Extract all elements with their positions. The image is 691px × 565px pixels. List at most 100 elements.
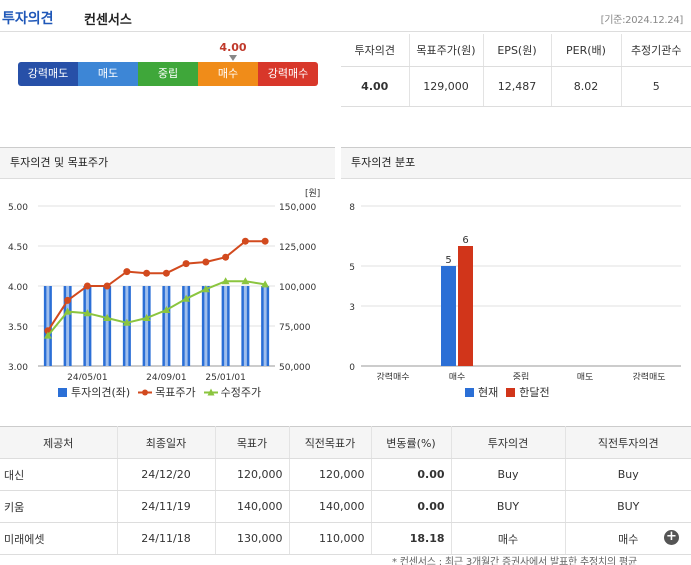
target-price-point — [202, 258, 210, 266]
y-axis-tick: 8 — [349, 203, 355, 213]
legend-swatch-current-icon — [465, 387, 474, 397]
y-axis-tick: 5 — [349, 263, 355, 273]
broker-prev-opinion: Buy — [565, 458, 691, 491]
opinion-scale-bar: 강력매도 매도 중립 매수 강력매수 — [18, 62, 318, 86]
opinion-bar-highlight — [66, 286, 70, 366]
broker-prev-target: 140,000 — [289, 490, 372, 523]
adjusted-price-point — [221, 277, 230, 285]
opinion-bar-highlight — [105, 286, 109, 366]
bar-value-label: 6 — [462, 235, 468, 246]
x-axis-tick: 25/01/01 — [205, 373, 245, 380]
left-axis-tick: 3.00 — [8, 363, 28, 373]
x-axis-tick: 중립 — [513, 372, 530, 380]
target-price-line — [47, 240, 266, 332]
legend-item-month-ago: 한달전 — [506, 384, 550, 400]
x-axis-tick: 강력매도 — [632, 371, 665, 380]
legend-item-adjusted: 수정주가 — [203, 384, 262, 400]
opinion-seg-hold: 중립 — [138, 62, 198, 86]
left-axis-tick: 3.50 — [8, 323, 28, 333]
table-header: 투자의견 — [451, 426, 566, 459]
opinion-bar-highlight — [46, 286, 50, 366]
adjusted-price-point — [182, 294, 191, 302]
broker-name: 키움 — [0, 490, 118, 523]
broker-opinion: BUY — [451, 490, 566, 523]
right-axis-tick: 75,000 — [279, 323, 311, 333]
broker-prev-target: 120,000 — [289, 458, 372, 491]
consensus-summary-table: 투자의견 목표주가(원) EPS(원) PER(배) 추정기관수 4.00 12… — [341, 34, 691, 107]
legend-swatch-triangle-icon — [203, 388, 218, 395]
legend-label: 수정주가 — [220, 386, 262, 399]
opinion-bar-highlight — [243, 286, 247, 366]
bar-value-label: 5 — [445, 255, 451, 266]
score-arrow-icon — [229, 55, 237, 61]
adjusted-price-point — [241, 277, 250, 285]
left-axis-tick: 5.00 — [8, 203, 28, 213]
opinion-bar-highlight — [263, 286, 267, 366]
panel-title-distribution: 투자의견 분포 — [341, 147, 691, 179]
summary-target-price: 129,000 — [409, 66, 484, 107]
legend-label: 목표주가 — [155, 386, 196, 399]
summary-opinion-value: 4.00 — [341, 66, 410, 107]
opinion-score: 4.00 — [219, 41, 247, 54]
table-row: 미래에셋 24/11/18 130,000 110,000 18.18 매수 매… — [0, 522, 691, 555]
broker-prev-opinion: BUY — [565, 490, 691, 523]
more-plus-button[interactable]: + — [664, 530, 679, 545]
right-axis-tick: 50,000 — [279, 363, 311, 373]
broker-change-rate: 0.00 — [371, 458, 452, 491]
opinion-seg-buy: 매수 — [198, 62, 258, 86]
x-axis-tick: 강력매수 — [376, 371, 409, 380]
consensus-footnote: * 컨센서스 : 최근 3개월간 증권사에서 발표한 추정치의 평균 — [392, 557, 637, 565]
broker-opinion: 매수 — [451, 522, 566, 555]
target-price-point — [261, 237, 269, 245]
page-subtitle: 컨센서스 — [84, 13, 132, 28]
broker-name: 대신 — [0, 458, 118, 491]
x-axis-tick: 24/09/01 — [146, 373, 186, 380]
opinion-bar-highlight — [164, 286, 168, 366]
broker-target: 140,000 — [215, 490, 290, 523]
opinion-seg-sell: 매도 — [78, 62, 138, 86]
broker-target: 130,000 — [215, 522, 290, 555]
broker-date: 24/11/19 — [117, 490, 216, 523]
x-axis-tick: 24/05/01 — [67, 373, 107, 380]
right-axis-unit: [원] — [305, 188, 320, 199]
legend-swatch-month-ago-icon — [506, 387, 516, 397]
page-title: 투자의견 — [2, 11, 54, 27]
legend-swatch-line-icon — [138, 389, 153, 395]
distribution-bar — [458, 246, 473, 366]
adjusted-price-point — [142, 314, 151, 321]
opinion-target-chart: 5.00 4.50 4.00 3.50 3.00 150,000 125,000 100,00… — [8, 188, 320, 380]
opinion-bar-highlight — [145, 286, 149, 366]
legend-label: 투자의견(좌) — [71, 386, 131, 399]
legend-item-target: 목표주가 — [138, 384, 196, 400]
summary-institution-count: 5 — [621, 66, 691, 107]
summary-eps: 12,487 — [483, 66, 552, 107]
summary-header: 투자의견 — [341, 34, 410, 67]
broker-prev-target: 110,000 — [289, 522, 372, 555]
table-header: 직전목표가 — [289, 426, 372, 459]
adjusted-price-point — [63, 307, 72, 315]
target-price-point — [83, 282, 91, 290]
opinion-bar-highlight — [204, 286, 208, 366]
broker-change-rate: 0.00 — [371, 490, 452, 523]
opinion-bar-highlight — [125, 286, 129, 366]
y-axis-tick: 3 — [349, 303, 355, 313]
broker-name: 미래에셋 — [0, 522, 118, 555]
adjusted-price-point — [83, 309, 92, 317]
target-price-point — [123, 268, 131, 276]
panel-title-opinion-target: 투자의견 및 목표주가 — [0, 147, 335, 179]
distribution-bar — [441, 266, 456, 366]
opinion-bar-highlight — [184, 286, 188, 366]
opinion-seg-strong-sell: 강력매도 — [18, 62, 78, 86]
broker-estimates-table: 제공처 최종일자 목표가 직전목표가 변동률(%) 투자의견 직전투자의견 대신… — [0, 426, 691, 555]
left-axis-tick: 4.00 — [8, 283, 28, 293]
left-axis-tick: 4.50 — [8, 243, 28, 253]
target-price-point — [162, 269, 170, 277]
table-header: 변동률(%) — [371, 426, 452, 459]
summary-header: EPS(원) — [483, 34, 552, 67]
table-header: 목표가 — [215, 426, 290, 459]
summary-header: 추정기관수 — [621, 34, 691, 67]
opinion-bar-highlight — [224, 286, 228, 366]
target-price-point — [64, 296, 72, 304]
table-header: 최종일자 — [117, 426, 216, 459]
adjusted-price-point — [201, 285, 210, 293]
